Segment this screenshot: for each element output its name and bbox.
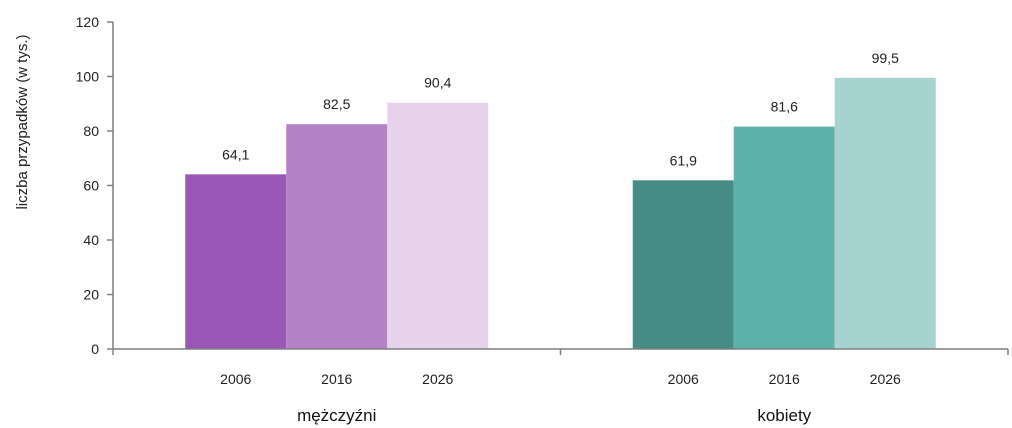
bar-women-2006 — [632, 180, 734, 349]
y-tick-label: 60 — [83, 178, 99, 194]
y-tick-label: 80 — [83, 123, 99, 139]
bar-value-label: 61,9 — [670, 152, 697, 168]
x-group-label: mężczyźni — [297, 406, 376, 425]
bar-men-2026 — [387, 102, 489, 349]
bar-men-2006 — [185, 174, 287, 349]
bar-value-label: 81,6 — [771, 99, 798, 115]
y-axis-title: liczba przypadków (w tys.) — [14, 34, 31, 209]
y-tick-label: 120 — [76, 14, 100, 30]
x-tick-label-year: 2026 — [422, 371, 453, 387]
y-tick-label: 0 — [91, 341, 99, 357]
x-tick-label-year: 2006 — [220, 371, 251, 387]
y-tick-label: 40 — [83, 232, 99, 248]
x-tick-label-year: 2016 — [769, 371, 800, 387]
bar-value-label: 82,5 — [323, 96, 350, 112]
bar-value-label: 90,4 — [424, 75, 451, 91]
y-tick-label: 100 — [76, 69, 100, 85]
y-axis: 0 20 40 60 80 100 120 — [76, 14, 113, 357]
x-group-label: kobiety — [757, 406, 811, 425]
x-tick-label-year: 2026 — [870, 371, 901, 387]
x-tick-label-year: 2006 — [668, 371, 699, 387]
bars-layer: 64,1 82,5 90,4 61,9 81,6 99,5 — [185, 50, 936, 350]
x-tick-label-year: 2016 — [321, 371, 352, 387]
bar-value-label: 99,5 — [872, 50, 899, 66]
bar-women-2016 — [733, 126, 835, 349]
bar-value-label: 64,1 — [222, 146, 249, 162]
bar-women-2026 — [834, 77, 936, 350]
bar-men-2016 — [286, 124, 388, 349]
y-tick-label: 20 — [83, 287, 99, 303]
x-axis: 2006 2016 2026 mężczyźni 2006 2016 2026 kobiety — [112, 349, 1009, 425]
